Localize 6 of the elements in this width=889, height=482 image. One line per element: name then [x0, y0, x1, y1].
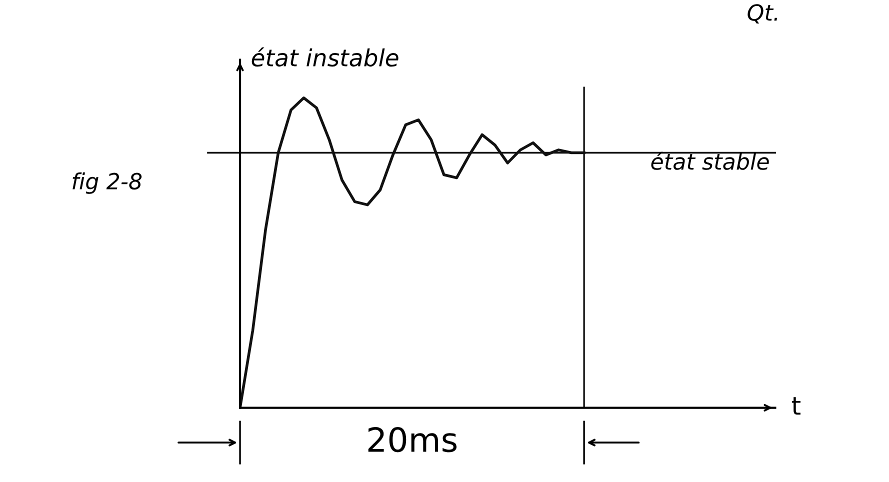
ref-line-label: état stable: [651, 152, 769, 170]
caption: fig 2-8: [72, 172, 142, 194]
y-axis-title: état instable: [252, 47, 398, 67]
text: 20ms: [368, 427, 457, 452]
x-axis-title: t: [792, 397, 800, 415]
text: Qt.: [748, 4, 778, 24]
